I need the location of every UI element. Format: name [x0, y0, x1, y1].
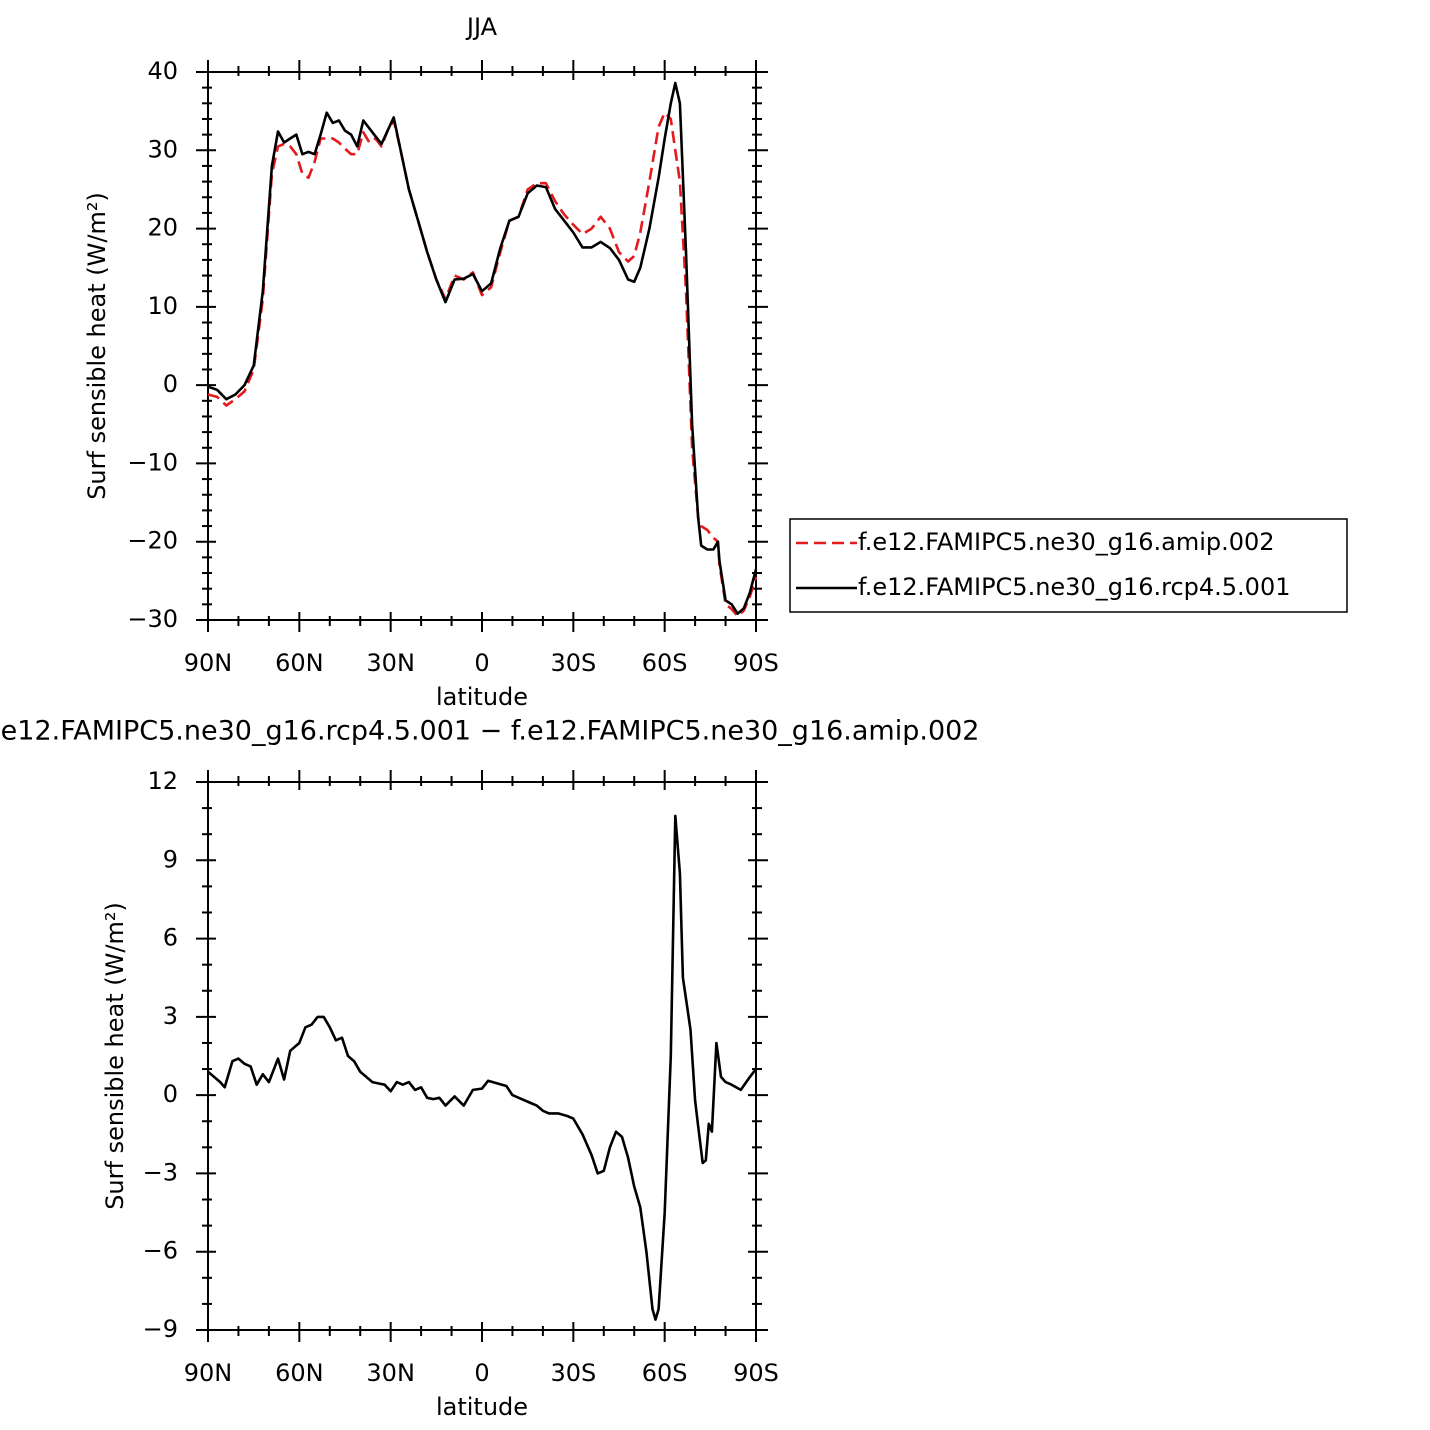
y-tick-label: −6	[143, 1237, 178, 1265]
x-tick-label: 90S	[733, 649, 779, 677]
y-tick-label: −10	[127, 448, 178, 476]
chart-title: JJA	[465, 13, 498, 41]
x-tick-label: 90N	[184, 1359, 233, 1387]
chart-title: f.e12.FAMIPC5.ne30_g16.rcp4.5.001 − f.e1…	[0, 716, 979, 747]
y-tick-label: 30	[147, 135, 178, 163]
x-tick-label: 30N	[366, 649, 415, 677]
legend-box	[789, 518, 1348, 613]
y-tick-label: −30	[127, 605, 178, 633]
y-tick-label: 12	[147, 767, 178, 795]
x-axis-label: latitude	[436, 1393, 528, 1421]
y-tick-label: −9	[143, 1315, 178, 1343]
x-tick-label: 60N	[275, 1359, 324, 1387]
x-tick-label: 60N	[275, 649, 324, 677]
x-tick-label: 30S	[550, 1359, 596, 1387]
x-tick-label: 0	[474, 1359, 489, 1387]
x-tick-label: 60S	[642, 1359, 688, 1387]
x-axis-label: latitude	[436, 683, 528, 711]
y-tick-label: −20	[127, 527, 178, 555]
y-axis-label: Surf sensible heat (W/m²)	[83, 192, 111, 500]
y-tick-label: 20	[147, 214, 178, 242]
legend-label: f.e12.FAMIPC5.ne30_g16.rcp4.5.001	[858, 573, 1291, 601]
x-tick-label: 30N	[366, 1359, 415, 1387]
plot-frame	[207, 71, 757, 621]
x-tick-label: 90S	[733, 1359, 779, 1387]
series-line	[207, 814, 758, 1321]
y-tick-label: 9	[163, 845, 178, 873]
y-tick-label: 40	[147, 57, 178, 85]
y-tick-label: 0	[163, 1080, 178, 1108]
y-tick-label: −3	[143, 1158, 178, 1186]
x-tick-label: 90N	[184, 649, 233, 677]
legend-label: f.e12.FAMIPC5.ne30_g16.amip.002	[858, 528, 1275, 556]
y-tick-label: 6	[163, 924, 178, 952]
x-tick-label: 0	[474, 649, 489, 677]
x-tick-label: 30S	[550, 649, 596, 677]
series-line	[207, 81, 758, 615]
y-tick-label: 3	[163, 1002, 178, 1030]
y-axis-label: Surf sensible heat (W/m²)	[101, 902, 129, 1210]
series-line	[207, 111, 758, 618]
y-tick-label: 10	[147, 292, 178, 320]
y-tick-label: 0	[163, 370, 178, 398]
x-tick-label: 60S	[642, 649, 688, 677]
